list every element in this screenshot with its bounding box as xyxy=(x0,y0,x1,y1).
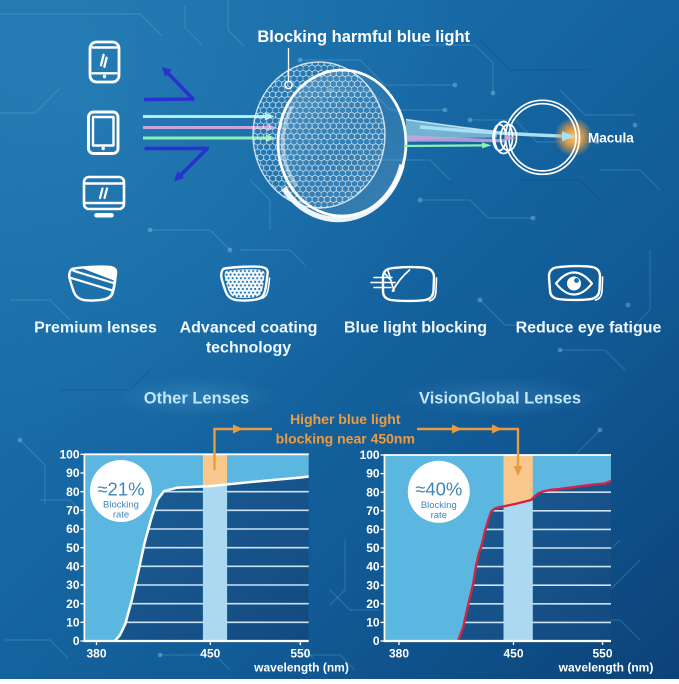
svg-text:Higher blue light: Higher blue light xyxy=(290,411,401,427)
svg-text:10: 10 xyxy=(366,616,380,630)
svg-text:60: 60 xyxy=(366,523,380,537)
svg-text:wavelength (nm): wavelength (nm) xyxy=(558,661,654,675)
svg-text:30: 30 xyxy=(366,578,380,592)
svg-text:100: 100 xyxy=(59,447,79,461)
svg-text:550: 550 xyxy=(592,647,612,661)
svg-text:450: 450 xyxy=(200,647,220,661)
svg-text:Premium lenses: Premium lenses xyxy=(34,320,157,337)
svg-text:Blocking: Blocking xyxy=(103,500,139,511)
svg-text:40: 40 xyxy=(366,560,380,574)
svg-text:10: 10 xyxy=(66,615,80,629)
svg-text:450: 450 xyxy=(503,647,523,661)
svg-text:Advanced coating: Advanced coating xyxy=(180,320,318,337)
svg-text:70: 70 xyxy=(66,503,80,517)
svg-text:rate: rate xyxy=(431,510,447,521)
svg-text:Reduce eye fatigue: Reduce eye fatigue xyxy=(516,320,662,337)
svg-text:wavelength (nm): wavelength (nm) xyxy=(253,661,349,675)
svg-text:≈40%: ≈40% xyxy=(415,479,462,500)
svg-text:0: 0 xyxy=(373,634,380,648)
svg-text:80: 80 xyxy=(366,485,380,499)
svg-text:550: 550 xyxy=(290,647,310,661)
svg-text:20: 20 xyxy=(66,597,80,611)
svg-text:60: 60 xyxy=(66,522,80,536)
svg-text:Blocking harmful blue light: Blocking harmful blue light xyxy=(257,28,470,46)
svg-text:90: 90 xyxy=(366,467,380,481)
svg-text:VisionGlobal Lenses: VisionGlobal Lenses xyxy=(419,390,581,408)
svg-text:rate: rate xyxy=(113,510,129,521)
svg-text:40: 40 xyxy=(66,559,80,573)
svg-text:technology: technology xyxy=(206,340,291,357)
svg-text:80: 80 xyxy=(66,485,80,499)
svg-text:blocking near 450nm: blocking near 450nm xyxy=(276,431,415,447)
svg-text:20: 20 xyxy=(366,597,380,611)
svg-text:Blue light blocking: Blue light blocking xyxy=(344,320,487,337)
svg-text:50: 50 xyxy=(66,541,80,555)
svg-text:50: 50 xyxy=(366,541,380,555)
svg-text:90: 90 xyxy=(66,466,80,480)
svg-text:380: 380 xyxy=(86,647,106,661)
svg-text:30: 30 xyxy=(66,578,80,592)
svg-text:Other Lenses: Other Lenses xyxy=(144,390,249,408)
svg-text:0: 0 xyxy=(73,634,80,648)
svg-text:380: 380 xyxy=(389,647,409,661)
svg-text:Macula: Macula xyxy=(588,131,634,146)
svg-text:100: 100 xyxy=(360,448,380,462)
svg-text:70: 70 xyxy=(366,504,380,518)
svg-text:≈21%: ≈21% xyxy=(97,479,144,500)
svg-text:Blocking: Blocking xyxy=(421,500,457,511)
